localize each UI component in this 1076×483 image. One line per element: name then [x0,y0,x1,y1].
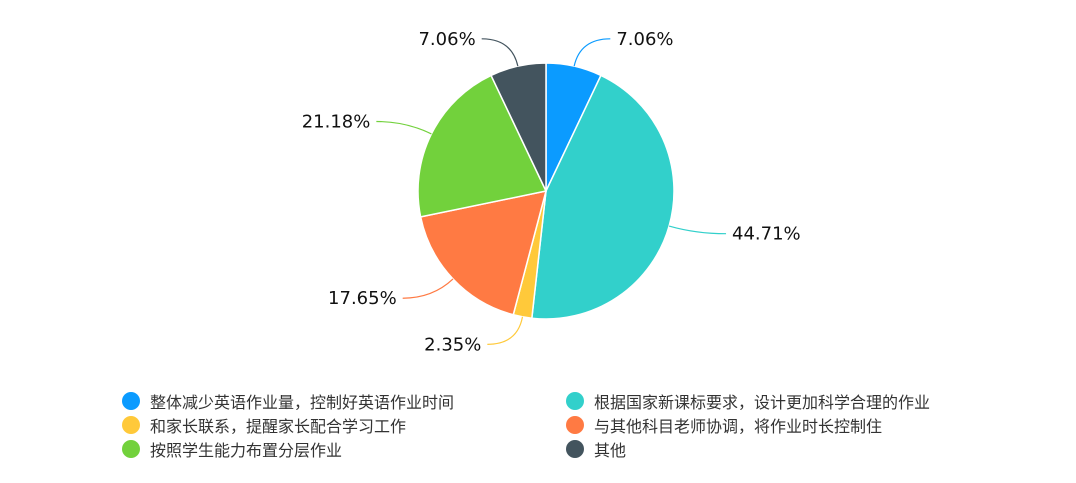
legend-label: 其他 [594,441,627,460]
legend-item-5[interactable]: 按照学生能力布置分层作业 [122,438,342,460]
legend-label: 与其他科目老师协调，将作业时长控制住 [594,417,883,436]
legend-item-6[interactable]: 其他 [566,438,626,460]
leader-line [668,225,727,235]
legend-swatch [122,440,140,458]
data-label: 21.18% [302,111,371,132]
legend-item-4[interactable]: 与其他科目老师协调，将作业时长控制住 [566,414,882,436]
legend-swatch [566,392,584,410]
leader-line [376,120,432,135]
pie-slice[interactable] [417,74,548,218]
data-label: 17.65% [328,288,397,309]
legend-swatch [122,392,140,410]
legend-swatch [566,416,584,434]
legend-label: 按照学生能力布置分层作业 [150,441,343,460]
leader-line [573,38,611,67]
pie-slice[interactable] [419,190,548,316]
legend-item-2[interactable]: 根据国家新课标要求，设计更加科学合理的作业 [566,390,930,412]
pie-slice[interactable] [490,62,547,192]
legend-label: 根据国家新课标要求，设计更加科学合理的作业 [594,393,931,412]
leader-line [481,38,519,67]
data-label: 7.06% [616,29,673,50]
data-label: 2.35% [424,334,481,355]
legend-item-3[interactable]: 和家长联系，提醒家长配合学习工作 [122,414,406,436]
legend-label: 整体减少英语作业量，控制好英语作业时间 [150,393,455,412]
legend-swatch [566,440,584,458]
leader-line [487,316,524,345]
leader-line [402,278,454,299]
legend-label: 和家长联系，提醒家长配合学习工作 [150,417,407,436]
pie-slice[interactable] [531,74,675,320]
legend-item-1[interactable]: 整体减少英语作业量，控制好英语作业时间 [122,390,454,412]
data-label: 7.06% [418,29,475,50]
data-label: 44.71% [732,224,801,245]
legend-swatch [122,416,140,434]
